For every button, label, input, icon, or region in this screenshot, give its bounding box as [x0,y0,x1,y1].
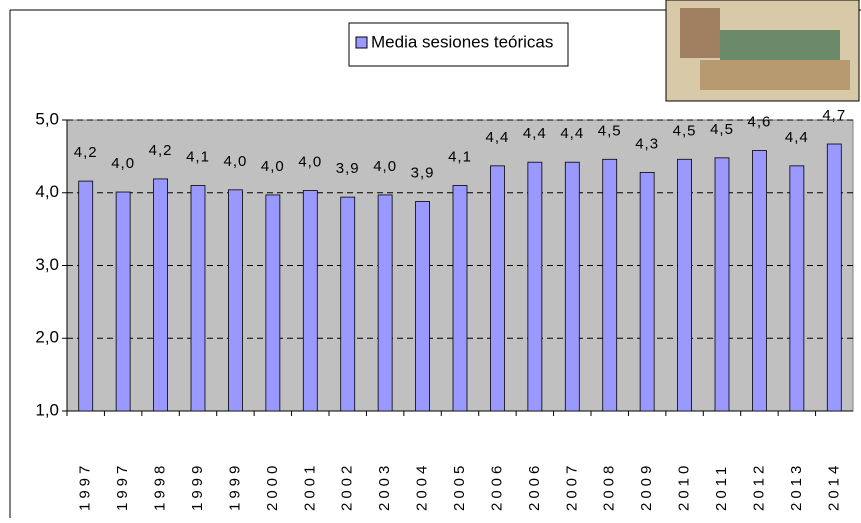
bar [564,161,580,412]
x-tick-label: 2013 [788,462,805,511]
value-label: 4,5 [673,122,697,139]
bar [190,185,206,412]
bar [415,201,430,412]
x-tick-label: 2000 [264,462,281,511]
value-label: 3,9 [336,160,360,177]
x-tick-label: 2006 [526,462,543,511]
bar [78,180,94,412]
value-label: 4,2 [74,144,98,161]
value-label: 4,4 [785,129,809,146]
value-label: 4,4 [523,125,547,142]
x-tick-label: 2005 [451,462,468,511]
value-label: 4,1 [448,148,472,165]
bar [789,165,805,412]
bar [340,196,356,412]
bar [115,191,131,412]
x-tick-label: 2003 [376,462,393,511]
value-label: 4,4 [485,129,509,146]
legend: Media sesiones teóricas [348,22,569,67]
value-label: 4,4 [560,125,584,142]
value-label: 4,5 [598,122,622,139]
bar [826,143,842,412]
value-label: 4,2 [149,142,173,159]
x-tick-label: 1999 [226,462,243,511]
illustration [665,0,860,102]
x-tick-label: 2012 [750,462,767,511]
bar [228,189,243,412]
x-tick-label: 2001 [301,462,318,511]
x-tick-label: 2007 [563,462,580,511]
x-tick-label: 2006 [488,462,505,511]
value-label: 4,0 [111,155,135,172]
value-label: 3,9 [411,164,435,181]
value-label: 4,0 [261,158,285,175]
x-tick-label: 1998 [152,462,169,511]
x-tick-label: 2011 [713,463,730,511]
bar [677,158,692,412]
y-tick-label: 5,0 [35,109,59,128]
value-label: 4,6 [747,114,771,131]
legend-label: Media sesiones teóricas [371,32,553,51]
y-tick-label: 3,0 [35,255,59,274]
value-label: 4,1 [186,148,210,165]
bar [602,158,618,412]
bar [752,150,767,412]
legend-swatch [355,36,368,49]
x-tick-label: 1999 [189,462,206,511]
x-tick-label: 1997 [77,462,94,511]
bar [153,178,168,412]
x-tick-label: 2002 [339,462,356,511]
bar [452,185,468,412]
x-tick-label: 2009 [638,462,655,511]
x-tick-label: 2010 [676,462,693,511]
bar [527,161,543,412]
value-label: 4,3 [635,135,659,152]
x-tick-label: 2004 [414,462,431,511]
y-tick-label: 4,0 [35,182,59,201]
bar [302,190,318,412]
legend-box [348,22,569,67]
x-tick-label: 1997 [114,462,131,511]
bar [377,194,393,412]
value-label: 4,5 [710,121,734,138]
value-label: 4,0 [298,154,322,171]
value-label: 4,0 [373,158,397,175]
x-tick-label: 2014 [825,462,842,511]
bar [265,194,281,412]
x-tick-label: 2008 [601,462,618,511]
bar [490,165,505,412]
bar [639,171,655,412]
value-label: 4,7 [822,107,846,124]
bar [714,157,730,412]
y-tick-label: 1,0 [35,400,59,419]
y-tick-label: 2,0 [35,328,59,347]
value-label: 4,0 [223,153,247,170]
